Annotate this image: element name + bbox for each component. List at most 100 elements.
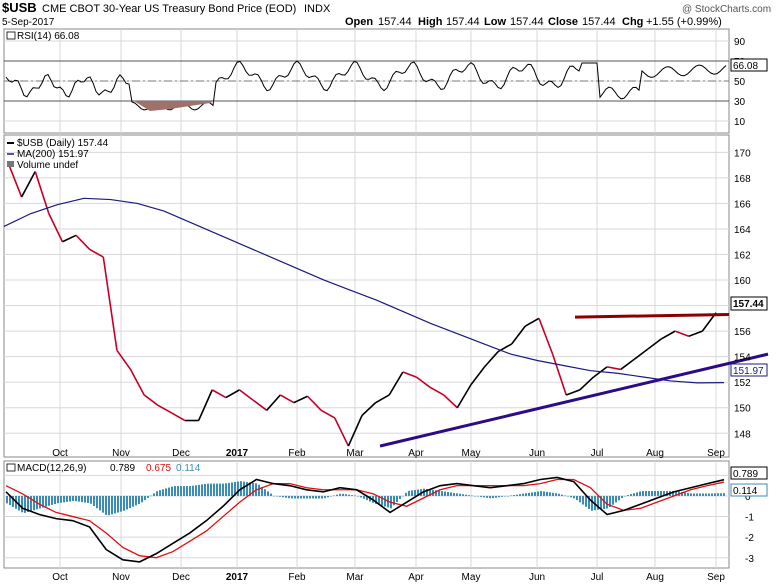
macd-histogram-bar (651, 491, 653, 496)
price-segment (320, 409, 336, 419)
macd-histogram-bar (702, 493, 704, 496)
macd-histogram-bar (342, 493, 344, 496)
macd-histogram-bar (237, 481, 239, 496)
macd-histogram-bar (315, 495, 317, 499)
x-tick-label-price: Nov (112, 448, 130, 459)
macd-histogram-bar (531, 492, 533, 496)
macd-histogram-bar (225, 483, 227, 496)
macd-histogram-bar (348, 494, 350, 496)
price-segment (143, 394, 159, 406)
macd-histogram-bar (6, 495, 8, 504)
macd-line (5, 476, 725, 563)
macd-histogram-bar (42, 495, 44, 508)
macd-histogram-bar (327, 495, 329, 498)
macd-histogram-bar (213, 483, 215, 496)
volume-legend-swatch (7, 161, 14, 167)
macd-histogram-bar (234, 481, 236, 496)
price-segment (279, 394, 295, 404)
macd-histogram-bar (690, 493, 692, 496)
macd-histogram-bar (186, 486, 188, 496)
macd-histogram-bar (153, 493, 155, 496)
macd-histogram-bar (414, 489, 416, 496)
price-segment (620, 358, 635, 371)
macd-histogram-bar (516, 494, 518, 496)
macd-histogram-bar (543, 491, 545, 496)
macd-histogram-bar (513, 495, 515, 496)
macd-histogram-bar (378, 495, 380, 505)
macd-histogram-bar (351, 495, 353, 496)
date-label: 5-Sep-2017 (2, 17, 55, 28)
macd-histogram-bar (555, 493, 557, 496)
rsi-y-tick: 90 (734, 37, 746, 48)
macd-histogram-bar (33, 495, 35, 511)
macd-histogram-bar (705, 493, 707, 496)
macd-histogram-bar (561, 494, 563, 496)
macd-histogram-bar (381, 495, 383, 506)
macd-histogram-bar (564, 495, 566, 497)
macd-histogram-bar (264, 489, 266, 496)
rsi-y-tick: 50 (734, 77, 746, 88)
rsi-legend-text: RSI(14) 66.08 (17, 31, 80, 42)
macd-histogram-bar (612, 495, 614, 505)
macd-histogram-bar (645, 491, 647, 496)
macd-histogram-bar (456, 493, 458, 496)
macd-histogram-bar (618, 495, 620, 501)
macd-histogram-bar (498, 495, 500, 498)
chg-value: +1.55 (+0.99%) (646, 16, 722, 28)
macd-histogram-bar (129, 495, 131, 509)
price-segment (661, 330, 676, 340)
macd-histogram-bar (444, 491, 446, 496)
macd-value-text: 0.789 (733, 469, 758, 480)
macd-histogram-bar (204, 483, 206, 496)
macd-histogram-bar (510, 495, 512, 497)
chart-header: $USB CME CBOT 30-Year US Treasury Bond P… (2, 0, 771, 28)
macd-histogram-bar (93, 495, 95, 506)
x-tick-label-price: Aug (646, 448, 664, 459)
macd-histogram-bar (672, 491, 674, 496)
macd-histogram-bar (324, 495, 326, 499)
macd-histogram-bar (279, 495, 281, 497)
macd-histogram-bar (615, 495, 617, 503)
macd-histogram-bar (318, 495, 320, 499)
macd-histogram-bar (81, 495, 83, 503)
x-tick-label-macd: Dec (172, 572, 190, 583)
macd-histogram-bar (411, 490, 413, 496)
macd-histogram-bar (582, 495, 584, 505)
price-segment (415, 376, 431, 388)
macd-histogram-bar (450, 492, 452, 496)
macd-histogram-bar (663, 491, 665, 496)
macd-plot (5, 476, 725, 563)
price-segment (334, 417, 350, 447)
x-tick-label-macd: Apr (408, 572, 424, 583)
macd-histogram-bar (345, 494, 347, 496)
macd-histogram-bar (147, 495, 149, 498)
macd-histogram-bar (162, 489, 164, 496)
macd-histogram-bar (393, 495, 395, 506)
macd-histogram-bar (699, 493, 701, 496)
macd-histogram-bar (609, 495, 611, 507)
x-tick-label-macd: Feb (288, 572, 306, 583)
x-tick-label-macd: Mar (346, 572, 364, 583)
macd-signal-line (5, 478, 725, 559)
macd-histogram-bar (462, 494, 464, 496)
macd-histogram-bar (681, 492, 683, 496)
macd-histogram-bar (282, 495, 284, 498)
price-segment (674, 330, 690, 337)
macd-histogram-bar (477, 495, 479, 497)
macd-histogram-bar (597, 495, 599, 510)
x-tick-label-price: Feb (288, 448, 306, 459)
macd-y-tick: -1 (745, 513, 754, 524)
price-segment (293, 395, 308, 404)
x-tick-label-macd: Oct (52, 572, 68, 583)
macd-histogram-bar (48, 495, 50, 506)
macd-histogram-bar (231, 482, 233, 496)
macd-histogram-bar (216, 483, 218, 496)
x-tick-label-macd: 2017 (226, 572, 249, 583)
open-label: Open (345, 16, 373, 28)
macd-histogram-bar (402, 495, 404, 497)
macd-histogram-bar (360, 495, 362, 498)
macd-histogram-bar (504, 495, 506, 497)
x-tick-label-price: Apr (408, 448, 424, 459)
price-legend: $USB (Daily) 157.44 MA(200) 151.97 Volum… (7, 138, 109, 171)
